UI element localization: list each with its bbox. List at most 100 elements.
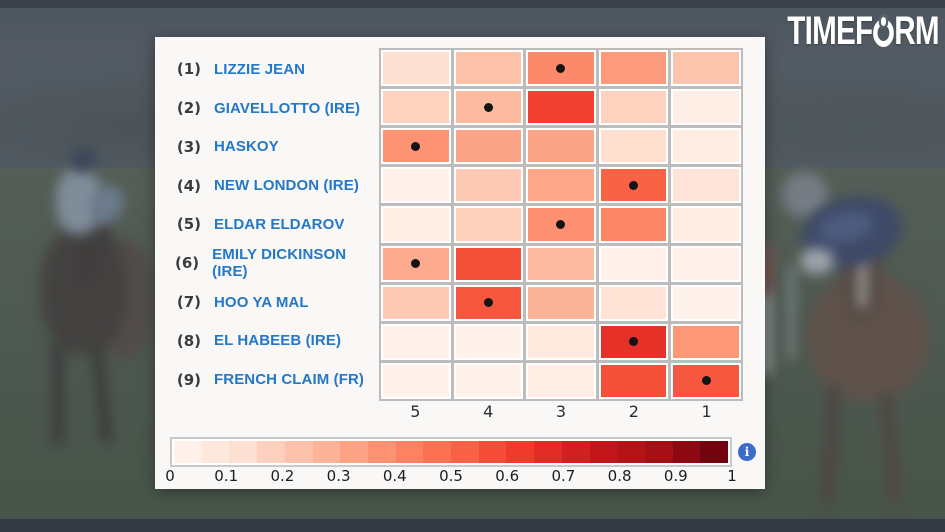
heatmap-cell	[598, 206, 669, 243]
colorbar-segment	[589, 441, 618, 463]
column-label: 3	[555, 402, 567, 421]
position-dot-marker	[629, 180, 639, 190]
heatmap-cell-fill	[673, 208, 739, 241]
colorbar-segment	[229, 441, 258, 463]
heatmap-cell-fill	[600, 325, 667, 358]
heatmap-cell	[598, 167, 669, 204]
position-dot-marker	[483, 102, 493, 112]
colorbar-segment	[617, 441, 645, 463]
horse-name-link[interactable]: EL HABEEB (IRE)	[214, 332, 342, 350]
colorbar-segment	[284, 441, 313, 463]
position-dot-marker	[411, 141, 421, 151]
heatmap-cell	[526, 323, 596, 360]
heatmap-cell-fill	[455, 130, 522, 163]
heatmap-cell	[453, 89, 524, 126]
horse-rank: (1)	[176, 60, 201, 79]
horse-row-label: (9) FRENCH CLAIM (FR)	[155, 360, 379, 399]
horse-rank: (3)	[176, 137, 201, 156]
horse-name-link[interactable]: HASKOY	[214, 138, 279, 156]
heatmap-cell-fill	[600, 91, 667, 124]
heatmap-cell	[381, 206, 451, 243]
colorbar-segment	[201, 441, 230, 463]
colorbar-segment	[700, 441, 729, 463]
rail-post	[788, 265, 795, 360]
horse-rank: (9)	[176, 370, 201, 389]
heatmap-cell	[453, 50, 524, 87]
heatmap-cell	[598, 245, 669, 282]
info-icon[interactable]: i	[738, 443, 756, 461]
heatmap-cell-fill	[528, 325, 594, 358]
heatmap-cell-fill	[600, 247, 667, 280]
position-dot-marker	[629, 337, 639, 347]
heatmap-cell	[671, 128, 741, 165]
position-dot-marker	[411, 259, 421, 269]
horse-row-label: (7) HOO YA MAL	[155, 283, 379, 322]
horse-rank: (5)	[176, 215, 201, 234]
heatmap-cell	[453, 323, 524, 360]
colorbar-tick-label: 0.4	[382, 467, 407, 485]
heatmap-cell	[671, 50, 741, 87]
horse-row-label: (3) HASKOY	[155, 128, 379, 167]
heatmap-cell-fill	[455, 325, 522, 358]
heatmap-cell	[598, 89, 669, 126]
heatmap-cell-fill	[528, 91, 594, 124]
heatmap-cell	[526, 89, 596, 126]
colorbar-tick-label: 1	[727, 467, 737, 485]
heatmap-cell	[381, 323, 451, 360]
heatmap-cell	[671, 167, 741, 204]
horse-name-link[interactable]: GIAVELLOTTO (IRE)	[214, 99, 361, 117]
heatmap-cell-fill	[673, 247, 739, 280]
row-labels: (1) LIZZIE JEAN (2) GIAVELLOTTO (IRE) (3) HAS…	[155, 50, 379, 399]
horse-name-link[interactable]: LIZZIE JEAN	[214, 60, 306, 78]
horse-rank: (4)	[176, 176, 201, 195]
heatmap-cell-fill	[673, 325, 739, 358]
position-dot-marker	[701, 376, 711, 386]
heatmap-cell-fill	[383, 52, 449, 85]
position-dot-marker	[556, 63, 566, 73]
colorbar-segment	[423, 441, 452, 463]
heatmap-cell	[671, 323, 741, 360]
column-label: 5	[410, 402, 421, 421]
colorbar-segment	[395, 441, 424, 463]
horse-rank: (7)	[176, 293, 201, 312]
top-dark-strip	[0, 0, 945, 8]
heatmap-cell	[453, 362, 524, 399]
colorbar-segment	[561, 441, 590, 463]
column-label: 4	[483, 402, 494, 421]
heatmap-cell-fill	[600, 52, 667, 85]
heatmap-cell-fill	[383, 169, 449, 202]
heatmap-cell	[598, 50, 669, 87]
logo-text-left: TIMEF	[787, 9, 873, 53]
colorbar-segment	[312, 441, 341, 463]
heatmap-cell-fill	[383, 91, 449, 124]
horse-name-link[interactable]: ELDAR ELDAROV	[214, 215, 345, 233]
horse-row-label: (2) GIAVELLOTTO (IRE)	[155, 89, 379, 128]
colorbar-tick-label: 0.8	[607, 467, 632, 485]
heatmap-cell	[598, 128, 669, 165]
heatmap-cell-fill	[455, 91, 522, 124]
colorbar-segment	[257, 441, 285, 463]
column-labels: 5 4 3 2 1	[379, 402, 743, 424]
horse-name-link[interactable]: FRENCH CLAIM (FR)	[214, 371, 365, 389]
right-jockey-breeches	[800, 248, 834, 274]
heatmap-cell-fill	[528, 364, 594, 397]
left-jockey-helmet	[70, 148, 96, 172]
colorbar-tick-label: 0.5	[439, 467, 463, 485]
heatmap-cell-fill	[528, 208, 594, 241]
colorbar-tick-label: 0.7	[551, 467, 576, 485]
logo-o-icon	[873, 17, 894, 47]
heatmap-cell	[453, 128, 524, 165]
heatmap-cell	[453, 245, 524, 282]
heatmap-cell	[598, 284, 669, 321]
heatmap-cell	[526, 128, 596, 165]
heatmap-cell	[598, 323, 669, 360]
horse-name-link[interactable]: HOO YA MAL	[214, 293, 309, 311]
colorbar-segment	[451, 441, 479, 463]
horse-name-link[interactable]: EMILY DICKINSON (IRE)	[212, 246, 347, 281]
horse-name-link[interactable]: NEW LONDON (IRE)	[214, 177, 359, 195]
colorbar-tick-label: 0.3	[326, 467, 351, 485]
heatmap-cell-fill	[600, 130, 667, 163]
heatmap-cell-fill	[528, 286, 594, 319]
colorbar-segment	[340, 441, 368, 463]
colorbar-segment	[534, 441, 562, 463]
